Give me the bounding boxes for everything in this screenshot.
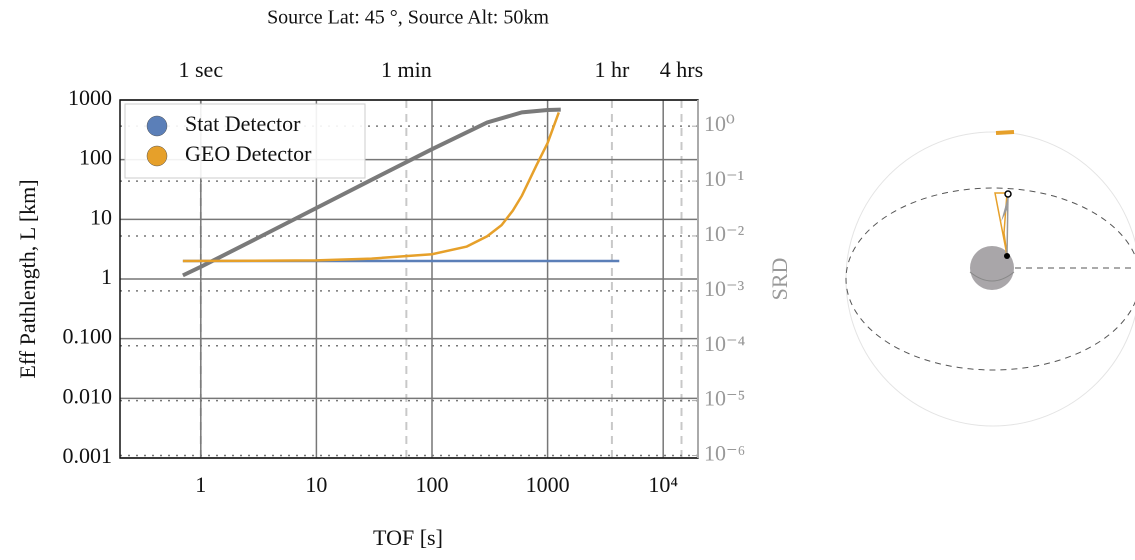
top-tick-label: 1 hr — [594, 57, 630, 82]
top-tick-label: 4 hrs — [660, 57, 703, 82]
y-axis-label: Eff Pathlength, L [km] — [15, 179, 40, 378]
x-axis-label: TOF [s] — [373, 525, 443, 550]
orbit-diagram — [845, 130, 1135, 427]
y-tick-label: 10 — [90, 204, 112, 229]
legend-label: Stat Detector — [185, 111, 301, 136]
x-tick-label: 10⁴ — [648, 472, 678, 497]
legend-marker — [146, 115, 168, 137]
x-tick-label: 1 — [195, 472, 206, 497]
series-line — [182, 111, 560, 263]
legend-box — [124, 103, 366, 179]
legend-label: GEO Detector — [185, 141, 312, 166]
series-line — [182, 107, 561, 278]
x-tick-label: 1000 — [526, 472, 570, 497]
x-tick-label: 10 — [305, 472, 327, 497]
y2-axis-label: SRD — [767, 258, 792, 301]
x-tick-label: 100 — [416, 472, 449, 497]
legend-marker — [146, 145, 168, 167]
y2-tick-label: 10⁻¹ — [704, 166, 744, 191]
y2-tick-label: 10⁻⁵ — [704, 386, 745, 411]
y-tick-label: 0.100 — [63, 324, 113, 349]
top-tick-label: 1 min — [381, 57, 432, 82]
y-tick-label: 1 — [101, 264, 112, 289]
y2-tick-label: 10⁻⁶ — [704, 441, 745, 466]
y2-tick-label: 10⁻⁴ — [704, 331, 746, 356]
chart-title: Source Lat: 45 °, Source Alt: 50km — [267, 7, 549, 29]
y-tick-label: 0.010 — [63, 383, 113, 408]
y-tick-label: 1000 — [68, 85, 112, 110]
top-tick-label: 1 sec — [179, 57, 224, 82]
y-tick-label: 0.001 — [63, 443, 113, 468]
y2-tick-label: 10⁻² — [704, 221, 745, 246]
y-tick-label: 100 — [79, 145, 112, 170]
y2-tick-label: 10⁻³ — [704, 276, 745, 301]
y2-tick-label: 10⁰ — [704, 111, 735, 136]
